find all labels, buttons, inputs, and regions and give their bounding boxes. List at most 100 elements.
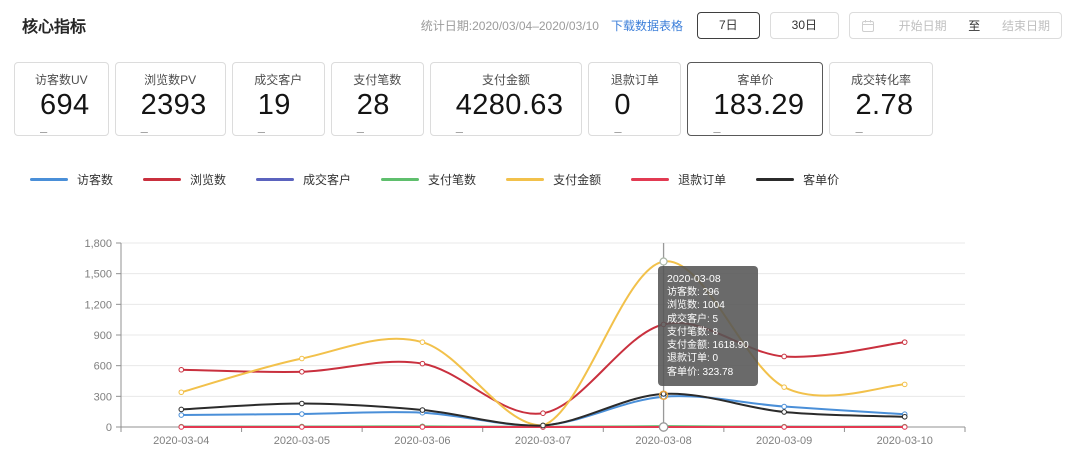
data-point-payment-amount[interactable] [781, 384, 787, 390]
data-point-pageviews[interactable] [660, 321, 667, 328]
series-line-payment-amount[interactable] [180, 260, 906, 427]
legend-line-swatch [506, 178, 545, 181]
data-point-avg-order-value[interactable] [781, 409, 787, 415]
stat-card-payment-count[interactable]: 支付笔数 28 – [330, 62, 424, 139]
data-point-payment-amount[interactable] [299, 355, 305, 362]
x-axis-tick-label: 2020-03-06 [394, 435, 450, 447]
legend-item-label: 访客数 [77, 173, 114, 187]
stat-card-label: 退款订单 [610, 73, 659, 87]
stat-card-avg-order-value[interactable]: 客单价 183.29 – [687, 62, 824, 139]
y-axis-tick-label: 1,800 [84, 238, 112, 250]
data-point-avg-order-value[interactable] [299, 400, 305, 407]
stat-card-delta: – [855, 124, 863, 139]
stat-card-value: 2.78 [855, 89, 914, 121]
chart-legend: 访客数 浏览数 成交客户 支付笔数 支付金额 退款订单 客单价 [30, 171, 869, 188]
legend-item-payment-amount[interactable]: 支付金额 [506, 171, 601, 188]
series-lines [180, 260, 906, 429]
data-point-pageviews[interactable] [901, 339, 908, 345]
stat-card-pageviews-pv[interactable]: 浏览数PV 2393 – [114, 62, 226, 139]
legend-item-avg-order-value[interactable]: 客单价 [756, 171, 839, 188]
data-point-avg-order-value[interactable] [419, 407, 426, 413]
legend-item-label: 支付笔数 [428, 173, 477, 187]
legend-item-payment-count[interactable]: 支付笔数 [381, 171, 476, 188]
stat-card-delta: – [356, 124, 364, 139]
start-date-input[interactable]: 开始日期 [898, 19, 947, 33]
series-line-pageviews[interactable] [180, 321, 906, 415]
data-point-refund-orders[interactable] [419, 424, 426, 430]
data-point-refund-orders[interactable] [781, 424, 787, 430]
stat-card-label: 浏览数PV [144, 73, 197, 87]
legend-line-swatch [256, 178, 295, 181]
y-axis-tick-label: 1,200 [84, 299, 112, 311]
stat-date-range-text: 统计日期:2020/03/04–2020/03/10 [420, 19, 599, 33]
legend-line-swatch [30, 178, 68, 181]
data-point-visitors[interactable] [781, 403, 787, 410]
download-data-link[interactable]: 下载数据表格 [610, 19, 683, 33]
stat-card-delta: – [257, 124, 265, 139]
stat-card-label: 支付金额 [482, 73, 531, 87]
x-axis-tick-label: 2020-03-08 [635, 435, 691, 447]
stat-card-label: 成交客户 [254, 73, 303, 87]
axes [116, 242, 966, 432]
stat-card-delta: – [713, 124, 721, 139]
data-point-avg-order-value[interactable] [901, 413, 908, 420]
stat-cards-row: 访客数UV 694 – 浏览数PV 2393 – 成交客户 19 – 支付笔数 28 – 支付金额 428… [14, 62, 933, 139]
data-point-pageviews[interactable] [299, 369, 305, 375]
stat-card-value: 19 [257, 89, 291, 121]
stat-card-label: 成交转化率 [850, 73, 911, 87]
grid-lines [121, 242, 965, 397]
legend-item-visitors[interactable]: 访客数 [30, 171, 113, 188]
data-point-avg-order-value[interactable] [178, 406, 185, 413]
y-axis-tick-label: 600 [94, 361, 112, 373]
header-toolbar: 统计日期:2020/03/04–2020/03/10 下载数据表格 7日 30日… [421, 12, 1062, 39]
emphasis-point-top [659, 257, 668, 266]
stat-card-value: 28 [356, 89, 390, 121]
data-point-payment-amount[interactable] [419, 339, 426, 345]
axis-labels: 0 300 600 900 1,200 1,500 1,800 2020-03-04 2020-… [84, 238, 932, 447]
date-range-picker[interactable]: 开始日期 至 结束日期 [849, 12, 1062, 39]
data-point-visitors[interactable] [178, 412, 185, 418]
x-axis-tick-label: 2020-03-04 [153, 435, 209, 447]
legend-item-label: 成交客户 [303, 173, 352, 187]
x-axis-tick-label: 2020-03-07 [515, 435, 571, 447]
stat-card-label: 客单价 [737, 73, 774, 87]
stat-card-payment-amount[interactable]: 支付金额 4280.63 – [429, 62, 583, 139]
data-point-payment-amount[interactable] [901, 381, 908, 388]
data-point-pageviews[interactable] [178, 366, 185, 373]
stat-card-refund-orders[interactable]: 退款订单 0 – [588, 62, 682, 139]
end-date-input[interactable]: 结束日期 [1001, 19, 1050, 33]
stat-card-delta: – [140, 124, 148, 139]
data-point-pageviews[interactable] [540, 410, 546, 416]
series-line-avg-order-value[interactable] [180, 392, 906, 427]
data-point-visitors[interactable] [299, 411, 305, 417]
data-point-pageviews[interactable] [419, 360, 426, 367]
data-point-avg-order-value[interactable] [540, 422, 546, 429]
calendar-icon [861, 19, 875, 33]
x-axis-tick-label: 2020-03-09 [756, 435, 812, 447]
data-point-refund-orders[interactable] [299, 424, 305, 430]
line-chart[interactable]: 0 300 600 900 1,200 1,500 1,800 2020-03-04 2020-… [0, 225, 1080, 475]
range-button-7d[interactable]: 7日 [696, 12, 760, 39]
y-axis-tick-label: 1,500 [84, 269, 112, 281]
legend-item-refund-orders[interactable]: 退款订单 [631, 171, 726, 188]
legend-item-pageviews[interactable]: 浏览数 [143, 171, 226, 188]
legend-item-label: 支付金额 [553, 173, 602, 187]
data-point-refund-orders[interactable] [901, 424, 908, 430]
data-point-refund-orders[interactable] [178, 424, 185, 430]
stat-card-value: 2393 [140, 89, 207, 121]
stat-card-delta: – [40, 124, 48, 139]
page-title: 核心指标 [22, 19, 87, 36]
line-chart-canvas[interactable]: 0 300 600 900 1,200 1,500 1,800 2020-03-04 2020-… [0, 225, 1080, 475]
stat-card-deal-customers[interactable]: 成交客户 19 – [231, 62, 325, 139]
legend-line-swatch [381, 178, 420, 181]
range-button-30d[interactable]: 30日 [769, 12, 839, 39]
legend-item-deal-customers[interactable]: 成交客户 [256, 171, 351, 188]
stat-card-value: 183.29 [713, 89, 805, 121]
legend-line-swatch [631, 178, 670, 181]
stat-card-visitors-uv[interactable]: 访客数UV 694 – [14, 62, 109, 139]
legend-line-swatch [143, 178, 182, 181]
stat-card-value: 694 [40, 89, 90, 121]
data-point-payment-amount[interactable] [178, 389, 185, 396]
data-point-pageviews[interactable] [781, 353, 787, 360]
stat-card-conversion-rate[interactable]: 成交转化率 2.78 – [829, 62, 933, 139]
